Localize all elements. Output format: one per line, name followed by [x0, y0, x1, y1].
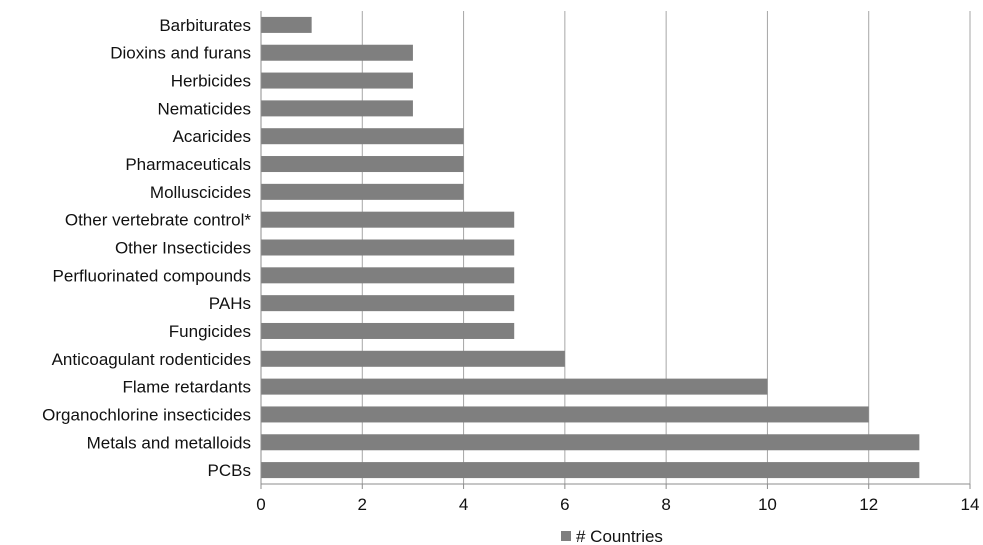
bar-3 [261, 100, 413, 117]
x-tick-label-8: 8 [661, 495, 670, 514]
category-label-15: Metals and metalloids [87, 433, 251, 452]
category-label-0: Barbiturates [159, 16, 251, 35]
x-tick-labels: 0 2 4 6 8 10 12 14 [256, 495, 979, 514]
category-label-6: Molluscicides [150, 183, 251, 202]
category-label-9: Perfluorinated compounds [53, 266, 251, 285]
bar-12 [261, 350, 565, 367]
category-label-16: PCBs [208, 461, 251, 480]
category-label-2: Herbicides [171, 72, 251, 91]
bar-1 [261, 44, 413, 61]
category-label-10: PAHs [209, 294, 251, 313]
category-label-4: Acaricides [173, 127, 251, 146]
category-label-5: Pharmaceuticals [125, 155, 251, 174]
x-tick-label-6: 6 [560, 495, 569, 514]
category-labels: Barbiturates Dioxins and furans Herbicides… [42, 16, 251, 480]
bar-6 [261, 183, 464, 200]
x-tick-label-12: 12 [859, 495, 878, 514]
x-tick-label-4: 4 [459, 495, 468, 514]
category-label-14: Organochlorine insecticides [42, 405, 251, 424]
x-tick-label-2: 2 [358, 495, 367, 514]
category-label-7: Other vertebrate control* [65, 211, 252, 230]
bar-13 [261, 378, 768, 395]
category-label-13: Flame retardants [123, 378, 252, 397]
bar-16 [261, 462, 920, 479]
category-label-8: Other Insecticides [115, 239, 251, 258]
bar-9 [261, 267, 515, 284]
gridlines [361, 11, 971, 484]
x-tick-label-14: 14 [961, 495, 980, 514]
bars [261, 16, 920, 479]
bar-7 [261, 211, 515, 228]
bar-5 [261, 156, 464, 173]
legend-swatch [561, 531, 571, 541]
category-label-12: Anticoagulant rodenticides [52, 350, 251, 369]
bar-0 [261, 16, 312, 33]
bar-4 [261, 128, 464, 145]
bar-11 [261, 322, 515, 339]
x-tick-label-10: 10 [758, 495, 777, 514]
bar-10 [261, 295, 515, 312]
legend-label: # Countries [576, 527, 663, 545]
category-label-11: Fungicides [169, 322, 251, 341]
axes [260, 11, 971, 489]
category-label-1: Dioxins and furans [110, 44, 251, 63]
legend: # Countries [561, 527, 663, 545]
x-tick-label-0: 0 [256, 495, 265, 514]
category-label-3: Nematicides [157, 99, 251, 118]
bar-15 [261, 434, 920, 451]
bar-2 [261, 72, 413, 89]
bar-14 [261, 406, 869, 423]
bar-8 [261, 239, 515, 256]
